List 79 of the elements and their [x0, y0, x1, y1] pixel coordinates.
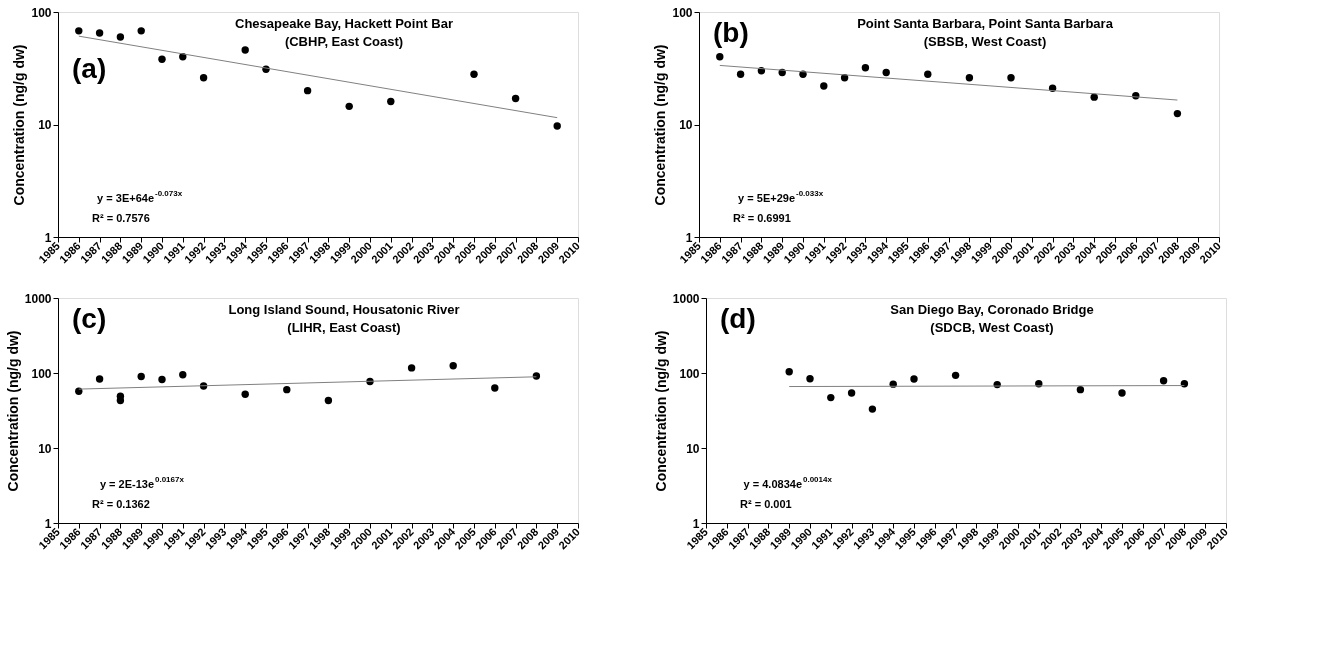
text: (LIHR, East Coast) — [287, 320, 401, 335]
point — [199, 74, 208, 82]
point — [951, 371, 960, 380]
annotation: (c) — [72, 303, 107, 334]
point — [387, 97, 395, 106]
chart-title: Long Island Sound, Housatonic River — [228, 302, 460, 317]
point — [137, 372, 145, 381]
point — [470, 70, 478, 78]
point — [241, 46, 249, 54]
annotation: R² = 0.1362 — [92, 498, 150, 510]
point — [1090, 93, 1098, 101]
y-axis-title: Concentration (ng/g dw) — [652, 44, 669, 206]
point — [1159, 376, 1168, 385]
point — [847, 389, 856, 397]
point — [553, 122, 561, 130]
point — [303, 86, 312, 95]
point — [511, 94, 520, 103]
point — [1076, 385, 1085, 394]
y-tick-label: 1 — [44, 516, 52, 531]
point — [882, 68, 890, 77]
y-axis-title: Concentration (ng/g dw) — [652, 330, 669, 492]
point — [1173, 109, 1182, 118]
y-tick-label: 1000 — [24, 291, 52, 306]
y-axis-title: Concentration (ng/g dw) — [4, 330, 21, 492]
point — [241, 390, 249, 398]
annotation: (b) — [713, 17, 749, 48]
point — [449, 362, 457, 370]
point — [785, 368, 793, 376]
point — [158, 55, 166, 63]
text: (SBSB, West Coast) — [923, 34, 1047, 49]
y-tick-label: 1 — [44, 230, 52, 245]
y-axis-title: Concentration (ng/g dw) — [11, 44, 28, 206]
point — [491, 384, 499, 392]
chart-title: San Diego Bay, Coronado Bridge — [890, 302, 1094, 317]
point — [806, 374, 814, 383]
annotation: R² = 0.001 — [740, 498, 792, 510]
y-tick-label: 1 — [692, 516, 700, 531]
y-tick-label: 100 — [31, 5, 52, 20]
point — [283, 385, 291, 394]
y-tick-label: 10 — [38, 118, 52, 132]
y-tick-label: 10 — [38, 441, 52, 456]
point — [75, 27, 83, 35]
annotation: R² = 0.7576 — [92, 212, 150, 224]
point — [924, 70, 932, 78]
y-tick-label: 1 — [685, 230, 693, 245]
point — [158, 375, 166, 384]
point — [910, 375, 918, 383]
annotation: (a) — [72, 53, 107, 84]
point — [861, 63, 870, 72]
point — [827, 393, 835, 402]
point — [95, 29, 104, 37]
point — [1007, 74, 1015, 82]
point — [532, 372, 541, 380]
y-tick-label: 10 — [679, 118, 693, 132]
text: (CBHP, East Coast) — [284, 34, 404, 49]
point — [137, 27, 145, 35]
point — [868, 405, 877, 413]
annotation: (d) — [720, 303, 756, 334]
text: (SDCB, West Coast) — [930, 320, 1054, 335]
y-tick-label: 1000 — [672, 291, 700, 306]
y-tick-label: 10 — [686, 441, 700, 456]
y-tick-label: 100 — [672, 5, 693, 20]
point — [716, 53, 724, 61]
point — [1118, 389, 1126, 397]
y-tick-label: 100 — [31, 366, 52, 381]
point — [736, 70, 745, 78]
chart-title: Point Santa Barbara, Point Santa Barbara — [857, 16, 1114, 31]
point — [95, 375, 104, 383]
point — [179, 370, 187, 379]
point — [965, 74, 974, 82]
chart-title: Chesapeake Bay, Hackett Point Bar — [235, 16, 453, 31]
y-tick-label: 100 — [679, 366, 700, 381]
annotation: R² = 0.6991 — [733, 212, 791, 224]
point — [407, 364, 416, 372]
point — [116, 33, 125, 41]
point — [345, 102, 353, 111]
point — [820, 82, 828, 90]
point — [1180, 380, 1189, 388]
point — [324, 396, 333, 405]
